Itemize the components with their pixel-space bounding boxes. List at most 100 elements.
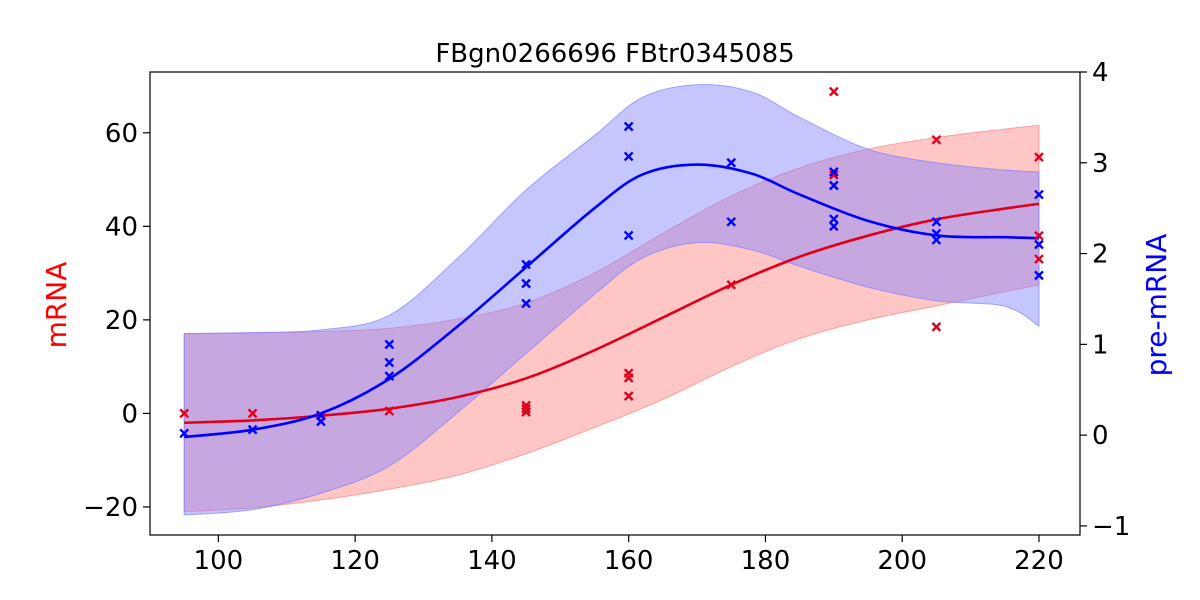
mrna-point-stroke xyxy=(1034,230,1044,241)
x-tick-label: 200 xyxy=(877,546,927,576)
pre-mrna-point xyxy=(623,121,634,132)
pre-mrna-point xyxy=(726,216,737,227)
y-left-tick-label: 20 xyxy=(105,306,138,336)
pre-mrna-point xyxy=(521,259,531,270)
mrna-point xyxy=(247,408,258,419)
pre-mrna-point xyxy=(384,339,395,350)
pre-mrna-point xyxy=(931,228,942,239)
pre-mrna-point-stroke xyxy=(931,228,942,239)
confidence-bands xyxy=(183,84,1040,516)
pre-mrna-point xyxy=(828,167,839,177)
mrna-point-stroke xyxy=(623,391,634,401)
mrna-point xyxy=(1034,254,1044,264)
mrna-mean-curve xyxy=(184,202,1040,425)
pre-mrna-point-stroke xyxy=(247,424,258,435)
pre-mrna-point-stroke xyxy=(623,230,634,241)
mrna-point-stroke xyxy=(1034,152,1044,162)
pre-mrna-point-stroke xyxy=(521,298,531,309)
mrna-point xyxy=(931,322,942,332)
mrna-point-stroke xyxy=(828,170,839,180)
pre-mrna-point-stroke xyxy=(828,214,839,224)
y-right-tick-label: −1 xyxy=(1092,512,1130,542)
mrna-point xyxy=(179,408,190,419)
x-tick-label: 140 xyxy=(467,546,517,576)
pre-mrna-point xyxy=(1034,270,1044,281)
pre-mrna-point-stroke xyxy=(828,180,839,191)
pre-mrna-point xyxy=(931,216,942,227)
pre-mrna-point xyxy=(828,221,839,232)
mrna-point-stroke xyxy=(828,86,839,97)
mrna-point-stroke xyxy=(247,408,258,419)
pre-mrna-point xyxy=(623,230,634,241)
pre-mrna-point-stroke xyxy=(623,151,634,162)
y-right-tick-label: 1 xyxy=(1092,330,1109,360)
pre-mrna-point-stroke xyxy=(521,278,531,289)
x-ticks: 100 120 140 160 180 200 220 xyxy=(194,535,1064,576)
pre-mrna-mean-curve xyxy=(184,163,1040,439)
y-right-ticks: −1 0 1 2 3 4 xyxy=(1080,58,1130,542)
mrna-point xyxy=(1034,152,1044,162)
plot-frame xyxy=(149,71,1081,536)
pre-mrna-point xyxy=(247,424,258,435)
pre-mrna-point xyxy=(828,180,839,191)
pre-mrna-point xyxy=(179,428,190,439)
mrna-point-stroke xyxy=(1034,254,1044,264)
y-right-axis-label: pre-mRNA xyxy=(1140,234,1173,377)
y-left-axis-label: mRNA xyxy=(40,262,73,349)
pre-mrna-point-stroke xyxy=(521,259,531,270)
mrna-point xyxy=(521,400,531,411)
pre-mrna-point-stroke xyxy=(179,428,190,439)
pre-mrna-point-stroke xyxy=(726,157,737,168)
y-right-tick-label: 2 xyxy=(1092,240,1109,270)
pre-mrna-point xyxy=(521,298,531,309)
y-left-ticks: −20 0 20 40 60 xyxy=(83,119,150,523)
y-left-tick-label: 60 xyxy=(105,119,138,149)
pre-mrna-point-stroke xyxy=(384,339,395,350)
y-left-tick-label: 40 xyxy=(105,212,138,242)
y-right-tick-label: 3 xyxy=(1092,149,1109,179)
pre-mrna-point-stroke xyxy=(384,357,395,368)
pre-mrna-point-stroke xyxy=(384,371,395,381)
pre-mrna-point xyxy=(384,371,395,381)
x-tick-label: 120 xyxy=(330,546,380,576)
y-left-tick-label: −20 xyxy=(83,493,138,523)
x-tick-label: 100 xyxy=(194,546,244,576)
pre-mrna-point xyxy=(726,157,737,168)
pre-mrna-point-stroke xyxy=(1034,239,1044,250)
y-left-tick-label: 0 xyxy=(121,399,138,429)
pre-mrna-point-stroke xyxy=(623,121,634,132)
mrna-point-stroke xyxy=(726,279,737,290)
mrna-point xyxy=(623,391,634,401)
x-tick-label: 160 xyxy=(604,546,654,576)
mrna-point xyxy=(931,134,942,145)
y-right-tick-label: 0 xyxy=(1092,421,1109,451)
mrna-point-stroke xyxy=(179,408,190,419)
chart-title: FBgn0266696 FBtr0345085 xyxy=(435,39,794,69)
pre-mrna-point-stroke xyxy=(316,410,326,421)
mrna-point xyxy=(726,279,737,290)
mrna-point xyxy=(521,403,531,414)
mrna-point-stroke xyxy=(521,403,531,414)
data-points xyxy=(179,86,1044,439)
pre-mrna-point-stroke xyxy=(828,221,839,232)
axes xyxy=(149,71,1081,536)
y-right-tick-label: 4 xyxy=(1092,58,1109,88)
mrna-point-stroke xyxy=(931,134,942,145)
mrna-point xyxy=(1034,230,1044,241)
pre-mrna-point xyxy=(384,357,395,368)
pre-mrna-point xyxy=(1034,239,1044,250)
pre-mrna-point-stroke xyxy=(828,167,839,177)
pre-mrna-point xyxy=(521,278,531,289)
mrna-point xyxy=(623,368,634,379)
x-tick-label: 220 xyxy=(1014,546,1064,576)
pre-mrna-point-stroke xyxy=(1034,270,1044,281)
mrna-point-stroke xyxy=(931,322,942,332)
mean-curves xyxy=(184,163,1040,439)
pre-mrna-point xyxy=(623,151,634,162)
mrna-point xyxy=(828,86,839,97)
mrna-point xyxy=(384,406,395,416)
pre-mrna-point xyxy=(316,410,326,421)
pre-mrna-point xyxy=(828,214,839,224)
pre-mrna-point-stroke xyxy=(726,216,737,227)
